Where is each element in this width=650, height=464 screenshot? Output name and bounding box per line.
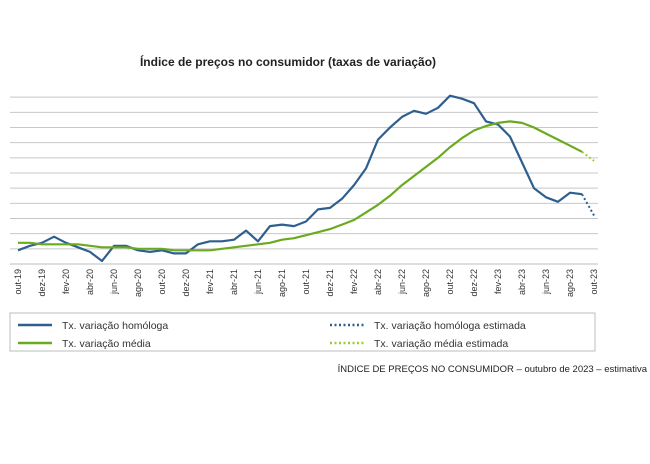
series-line-2 <box>18 120 583 252</box>
x-tick-label: fev-23 <box>493 269 503 294</box>
x-tick-label: fev-20 <box>61 269 71 294</box>
series-line-3 <box>581 151 595 162</box>
x-tick-label: ago-21 <box>277 269 287 297</box>
series-lines <box>17 94 595 263</box>
x-tick-label: jun-23 <box>541 269 551 295</box>
x-tick-label: jun-22 <box>397 269 407 295</box>
x-tick-label: abr-21 <box>229 269 239 295</box>
x-tick-label: dez-21 <box>325 269 335 297</box>
legend: Tx. variação homóloga Tx. variação homól… <box>18 320 526 350</box>
x-tick-label: out-22 <box>445 269 455 295</box>
series-line-1 <box>581 193 595 216</box>
legend-box <box>9 312 596 352</box>
x-tick-label: abr-22 <box>373 269 383 295</box>
x-tick-label: out-21 <box>301 269 311 295</box>
x-tick-label: jun-21 <box>253 269 263 295</box>
chart-title: Índice de preços no consumidor (taxas de… <box>140 54 436 69</box>
x-tick-label: ago-20 <box>133 269 143 297</box>
legend-label-homologa: Tx. variação homóloga <box>62 320 168 332</box>
x-tick-label: ago-22 <box>421 269 431 297</box>
x-tick-label: fev-22 <box>349 269 359 294</box>
x-tick-label: out-19 <box>13 269 23 295</box>
gridlines <box>10 96 598 250</box>
caption: ÍNDICE DE PREÇOS NO CONSUMIDOR – outubro… <box>338 364 648 375</box>
x-tick-label: abr-20 <box>85 269 95 295</box>
x-tick-labels: out-19 dez-19 fev-20 abr-20 jun-20 ago-20 out-… <box>13 269 599 297</box>
x-tick-label: out-23 <box>589 269 599 295</box>
x-tick-label: out-20 <box>157 269 167 295</box>
x-tick-label: dez-22 <box>469 269 479 297</box>
x-tick-label: dez-20 <box>181 269 191 297</box>
legend-label-media: Tx. variação média <box>62 338 151 350</box>
x-tick-label: ago-23 <box>565 269 575 297</box>
x-tick-label: fev-21 <box>205 269 215 294</box>
x-tick-label: dez-19 <box>37 269 47 297</box>
legend-label-media-estimada: Tx. variação média estimada <box>374 338 508 350</box>
x-tick-label: jun-20 <box>109 269 119 295</box>
legend-label-homologa-estimada: Tx. variação homóloga estimada <box>374 320 526 332</box>
x-tick-label: abr-23 <box>517 269 527 295</box>
